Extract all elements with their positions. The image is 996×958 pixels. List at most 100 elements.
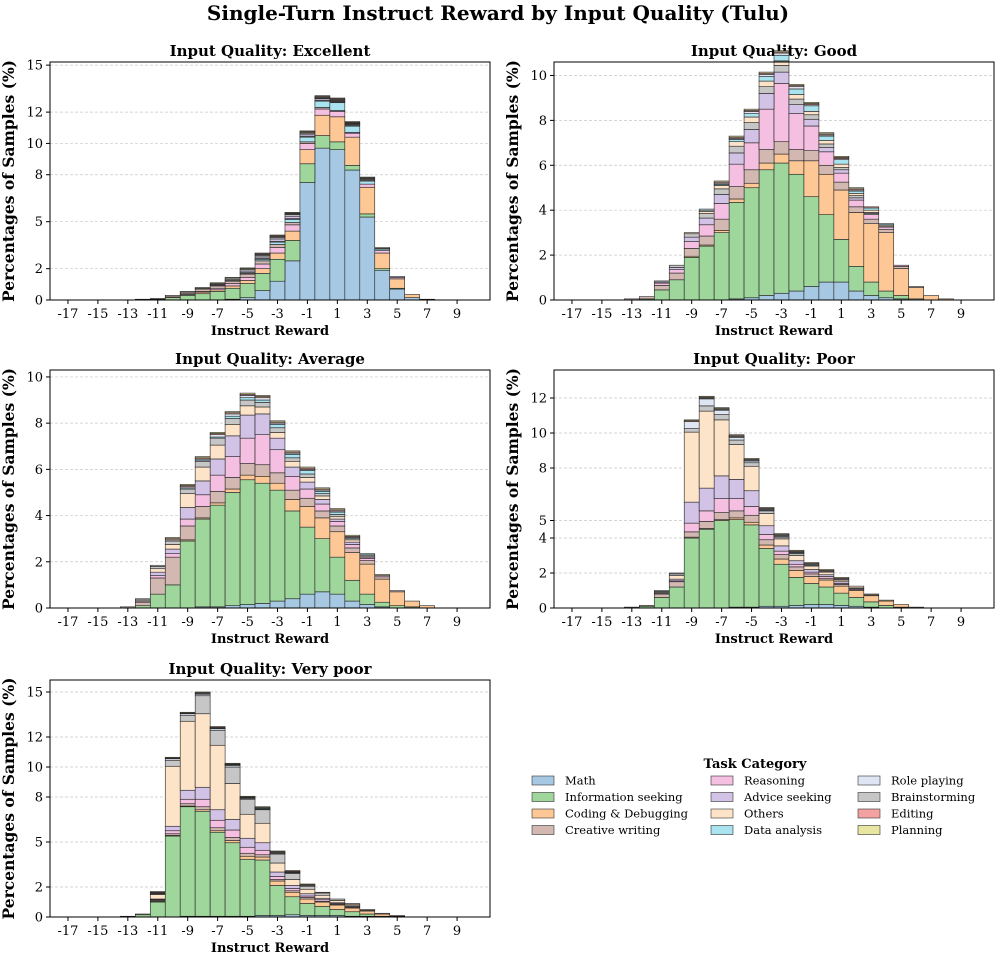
- legend-item: Advice seeking: [710, 790, 832, 804]
- legend-item: Reasoning: [710, 774, 806, 788]
- bar-segment: [329, 909, 346, 916]
- bar-segment: [683, 428, 700, 433]
- bar-segment: [284, 215, 301, 219]
- bar-segment: [389, 590, 405, 593]
- legend-item: Others: [710, 807, 784, 821]
- bar-segment: [254, 402, 271, 408]
- bar-segment: [179, 518, 196, 527]
- bar-segment: [164, 553, 181, 558]
- x-tick-label: -17: [57, 615, 78, 630]
- bar-segment: [818, 569, 835, 571]
- bar-segment: [758, 544, 775, 549]
- bar-segment: [713, 498, 730, 513]
- bar-segment: [299, 182, 316, 301]
- legend-label: Role playing: [891, 774, 964, 788]
- bar-segment: [329, 593, 346, 609]
- bar-segment: [224, 766, 241, 784]
- bar-segment: [254, 260, 271, 265]
- bar-segment: [269, 437, 286, 451]
- x-tick-label: 1: [333, 615, 341, 630]
- y-tick-label: 0: [539, 602, 547, 617]
- bar-segment: [269, 885, 286, 916]
- bar-segment: [773, 558, 790, 565]
- bar-segment: [194, 287, 211, 289]
- bar-segment: [728, 498, 745, 512]
- bar-segment: [743, 169, 760, 184]
- x-axis-label: Instruct Reward: [211, 324, 329, 339]
- bar-segment: [788, 290, 805, 301]
- bar-segment: [299, 149, 316, 165]
- bar-segment: [194, 786, 211, 800]
- bar-segment: [209, 729, 226, 746]
- bar-segment: [374, 913, 391, 917]
- bar-segment: [344, 165, 361, 171]
- bar-segment: [224, 840, 241, 844]
- y-tick-label: 8: [539, 114, 547, 129]
- bar-segment: [758, 149, 775, 164]
- bar-segment: [728, 510, 745, 519]
- legend-label: Data analysis: [744, 823, 822, 837]
- bar-segment: [389, 278, 405, 289]
- bar-segment: [299, 497, 316, 507]
- bar-segment: [149, 298, 166, 300]
- y-axis-label: Percentages of Samples (%): [0, 368, 18, 610]
- bar-segment: [239, 405, 256, 416]
- bar-segment: [254, 822, 271, 844]
- bar-segment: [254, 413, 271, 435]
- bar-segment: [893, 604, 909, 608]
- legend-title: Task Category: [704, 757, 807, 772]
- bar-segment: [893, 295, 909, 300]
- bar-segment: [239, 267, 256, 269]
- bar-segment: [239, 795, 256, 798]
- bar-segment: [179, 493, 196, 508]
- bar-segment: [788, 566, 805, 571]
- bar-segment: [284, 222, 301, 226]
- bar-segment: [758, 295, 775, 301]
- bar-segment: [683, 431, 700, 503]
- bar-segment: [683, 257, 700, 301]
- bar-segment: [818, 140, 835, 145]
- bar-segment: [683, 236, 700, 242]
- bar-segment: [314, 95, 331, 97]
- bar-segment: [329, 516, 346, 520]
- bar-segment: [758, 525, 775, 535]
- x-tick-label: -11: [147, 615, 168, 630]
- bar-segment: [359, 910, 376, 915]
- y-axis-label: Percentages of Samples (%): [0, 60, 18, 302]
- bar-segment: [908, 287, 924, 300]
- bar-segment: [404, 600, 420, 608]
- bar-segment: [803, 569, 820, 573]
- legend-swatch: [710, 808, 734, 819]
- bar-segment: [254, 854, 271, 858]
- bar-segment: [833, 169, 850, 174]
- legend-swatch: [857, 825, 881, 835]
- bar-segment: [773, 545, 790, 552]
- bar-segment: [359, 593, 376, 605]
- panel-title: Input Quality: Poor: [693, 350, 856, 368]
- y-axis-label: Percentages of Samples (%): [503, 368, 522, 610]
- bar-segment: [284, 454, 301, 459]
- bar-segment: [299, 470, 316, 475]
- bar-segment: [224, 435, 241, 457]
- bar-segment: [404, 294, 420, 298]
- bar-segment: [923, 295, 939, 301]
- bar-segment: [863, 223, 880, 283]
- bar-segment: [773, 71, 790, 84]
- bar-segment: [728, 479, 745, 499]
- x-tick-label: 7: [423, 924, 431, 939]
- bar-segment: [254, 434, 271, 466]
- x-tick-label: -3: [775, 307, 788, 322]
- bar-segment: [194, 480, 211, 496]
- legend-item: Editing: [857, 807, 934, 821]
- bar-segment: [314, 100, 331, 108]
- bar-segment: [668, 279, 685, 301]
- bar-segment: [833, 156, 850, 158]
- bar-segment: [728, 437, 745, 441]
- bar-segment: [773, 538, 790, 547]
- bar-segment: [164, 759, 181, 767]
- bar-segment: [344, 547, 361, 553]
- y-tick-label: 5: [539, 514, 547, 529]
- bar-segment: [908, 286, 924, 288]
- x-tick-label: -5: [745, 615, 758, 630]
